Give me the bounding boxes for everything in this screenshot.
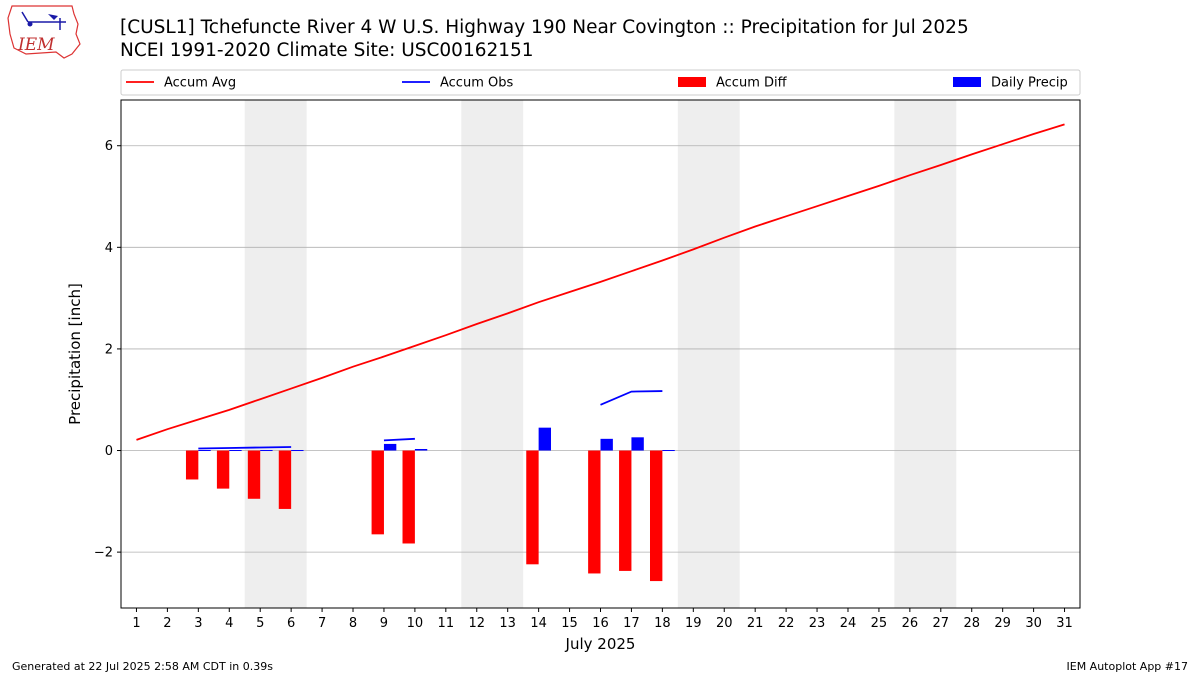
x-tick-label: 2 xyxy=(163,616,171,631)
legend-box xyxy=(120,69,1081,96)
x-tick-label: 21 xyxy=(747,616,764,631)
accum-diff-bar xyxy=(247,450,261,499)
x-tick-label: 29 xyxy=(994,616,1011,631)
accum-diff-bar xyxy=(402,450,415,544)
legend-bar-swatch xyxy=(678,77,706,87)
daily-precip-bar xyxy=(538,427,552,451)
weekend-shade xyxy=(894,100,957,608)
x-tick-label: 15 xyxy=(561,616,578,631)
x-tick-label: 18 xyxy=(654,616,671,631)
app-footer: IEM Autoplot App #17 xyxy=(1066,660,1189,673)
x-tick-label: 22 xyxy=(778,616,795,631)
accum-diff-bar xyxy=(619,450,632,571)
weekend-shade xyxy=(244,100,307,608)
y-tick-label: 4 xyxy=(105,241,113,256)
accum-diff-bar xyxy=(649,450,663,582)
logo-text: IEM xyxy=(17,35,55,55)
x-tick-label: 12 xyxy=(468,616,485,631)
x-tick-label: 23 xyxy=(809,616,826,631)
x-tick-label: 8 xyxy=(349,616,357,631)
x-axis-label: July 2025 xyxy=(565,635,636,653)
daily-precip-bar xyxy=(260,450,273,452)
legend-label: Accum Obs xyxy=(440,76,513,91)
accum-diff-bar xyxy=(526,450,539,565)
plot-frame xyxy=(120,99,1081,609)
legend-label: Daily Precip xyxy=(991,76,1068,91)
daily-precip-bar xyxy=(291,450,304,452)
x-tick-label: 19 xyxy=(685,616,702,631)
x-tick-label: 30 xyxy=(1025,616,1042,631)
x-tick-label: 11 xyxy=(438,616,455,631)
accum-diff-bar xyxy=(216,450,230,489)
x-tick-label: 28 xyxy=(963,616,980,631)
x-tick-label: 7 xyxy=(318,616,326,631)
weekend-shade xyxy=(677,100,740,608)
generated-footer: Generated at 22 Jul 2025 2:58 AM CDT in … xyxy=(12,660,273,673)
daily-precip-bar xyxy=(198,450,211,452)
x-tick-label: 9 xyxy=(380,616,388,631)
daily-precip-bar xyxy=(600,438,613,451)
x-tick-label: 20 xyxy=(716,616,733,631)
y-axis-label: Precipitation [inch] xyxy=(66,283,84,425)
daily-precip-bar xyxy=(631,437,644,451)
x-tick-label: 6 xyxy=(287,616,295,631)
x-tick-label: 31 xyxy=(1056,616,1073,631)
accum-obs-line xyxy=(198,446,292,450)
chart-title: [CUSL1] Tchefuncte River 4 W U.S. Highwa… xyxy=(120,17,969,38)
x-tick-label: 16 xyxy=(592,616,609,631)
legend: Accum Avg Accum Obs Accum Diff Daily Precip xyxy=(120,69,1081,96)
accum-obs-line xyxy=(383,437,415,442)
daily-precip-bar xyxy=(229,450,242,452)
x-tick-label: 1 xyxy=(132,616,140,631)
weekend-shade xyxy=(461,100,524,608)
daily-precip-bar xyxy=(662,450,675,452)
x-tick-label: 10 xyxy=(407,616,424,631)
y-tick-label: 6 xyxy=(105,139,113,154)
x-tick-label: 26 xyxy=(902,616,919,631)
x-tick-label: 3 xyxy=(194,616,202,631)
chart-subtitle: NCEI 1991-2020 Climate Site: USC00162151 xyxy=(120,40,534,61)
x-tick-label: 14 xyxy=(530,616,547,631)
x-tick-label: 5 xyxy=(256,616,264,631)
y-tick-label: 0 xyxy=(105,444,113,459)
x-tick-label: 27 xyxy=(933,616,950,631)
legend-bar-swatch xyxy=(953,77,981,87)
x-tick-label: 25 xyxy=(871,616,888,631)
accum-diff-bar xyxy=(588,450,601,574)
legend-label: Accum Avg xyxy=(164,76,236,91)
daily-precip-bar xyxy=(383,443,397,451)
daily-precip-bar xyxy=(414,448,428,451)
y-tick-label: −2 xyxy=(94,546,113,561)
accum-obs-line xyxy=(600,390,663,406)
iem-logo: IEM xyxy=(7,5,81,59)
x-tick-label: 17 xyxy=(623,616,640,631)
y-tick-label: 2 xyxy=(105,342,113,357)
x-tick-label: 4 xyxy=(225,616,233,631)
accum-diff-bar xyxy=(371,450,384,535)
accum-diff-bar xyxy=(185,450,199,480)
accum-diff-bar xyxy=(278,450,292,509)
accum-avg-line xyxy=(136,123,1065,441)
legend-label: Accum Diff xyxy=(716,76,788,91)
x-tick-label: 13 xyxy=(499,616,516,631)
x-tick-label: 24 xyxy=(840,616,857,631)
